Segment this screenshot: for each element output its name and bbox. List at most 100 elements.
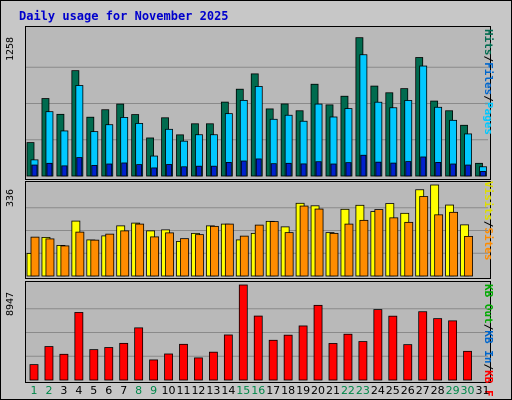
sites-bar [135, 223, 145, 277]
kbf-bar [29, 364, 39, 381]
sites-bar [239, 235, 249, 277]
sites-bar [419, 196, 429, 277]
pages-bar [136, 164, 143, 177]
pages-bar [420, 156, 427, 177]
sites-bar [254, 224, 264, 277]
x-tick-label: 29 [446, 384, 460, 397]
x-tick-label: 25 [386, 384, 400, 397]
kbf-bar [358, 341, 368, 381]
x-tick-label: 26 [401, 384, 415, 397]
pages-bar [46, 162, 53, 177]
kbf-bar [89, 349, 99, 381]
x-tick-label: 11 [177, 384, 191, 397]
x-tick-label: 18 [281, 384, 295, 397]
pages-bar [91, 164, 98, 177]
kbf-bar [388, 315, 398, 381]
kbf-bar [343, 333, 353, 381]
sites-bar [120, 230, 130, 277]
pages-bar [435, 161, 442, 177]
pages-bar [61, 165, 68, 177]
pages-bar [151, 167, 158, 177]
sites-bar [90, 239, 100, 277]
pages-bar [255, 158, 262, 177]
kbf-bar [403, 344, 413, 381]
x-tick-label: 1 [31, 384, 38, 397]
x-tick-label: 30 [461, 384, 475, 397]
pages-bar [106, 163, 113, 177]
pages-bar [360, 154, 367, 177]
kbf-bar [223, 334, 233, 381]
pages-bar [196, 165, 202, 177]
kbf-bar [418, 311, 428, 381]
pages-bar [240, 160, 247, 177]
sites-bar [389, 217, 399, 277]
sites-bar [105, 233, 115, 277]
sites-bar [30, 236, 40, 277]
kbf-bar [194, 357, 203, 381]
sites-bar [374, 209, 384, 277]
pages-bar [31, 164, 38, 177]
x-tick-label: 22 [341, 384, 355, 397]
hits-bar [26, 142, 35, 177]
x-tick-label: 16 [251, 384, 265, 397]
kbf-bar [253, 315, 263, 381]
x-tick-label: 6 [105, 384, 112, 397]
sites-bar [180, 238, 189, 277]
kbf-bar [433, 318, 443, 381]
pages-bar [390, 162, 397, 177]
sites-bar [359, 219, 369, 277]
kbf-bar [74, 312, 84, 381]
sites-bar [299, 205, 309, 277]
x-tick-label: 17 [266, 384, 280, 397]
pages-bar [225, 161, 232, 177]
kbf-bar [283, 334, 293, 381]
sites-bar [60, 245, 70, 277]
kbf-bar [463, 350, 472, 381]
kbf-bar [44, 346, 54, 381]
sites-bar [314, 208, 324, 277]
x-tick-label: 5 [90, 384, 97, 397]
pages-bar [285, 162, 292, 177]
sites-bar [75, 231, 85, 277]
sites-bar [195, 234, 204, 277]
sites-bar [209, 225, 219, 277]
kbf-bar [104, 347, 114, 381]
x-tick-label: 28 [431, 384, 445, 397]
x-tick-label: 15 [236, 384, 250, 397]
sites-bar [284, 232, 294, 277]
x-tick-label: 7 [120, 384, 127, 397]
pages-bar [300, 163, 307, 177]
x-tick-label: 24 [371, 384, 385, 397]
x-tick-label: 10 [162, 384, 176, 397]
chart-title: Daily usage for November 2025 [19, 9, 229, 23]
sites-bar [434, 214, 444, 277]
x-tick-label: 12 [191, 384, 205, 397]
kbf-bar [448, 320, 458, 381]
sites-bar [464, 235, 473, 277]
kbf-bar [134, 327, 144, 381]
kbf-bar [298, 325, 308, 381]
x-tick-label: 4 [75, 384, 82, 397]
kbf-bar [328, 343, 338, 381]
kbf-bar [179, 343, 188, 381]
kbf-bar [119, 342, 129, 381]
sites-bar [404, 221, 414, 277]
sites-bar [45, 238, 55, 277]
sites-bar [269, 221, 279, 277]
sites-bar [449, 211, 459, 277]
kbf-bar [268, 339, 278, 381]
x-tick-label: 20 [311, 384, 325, 397]
kbf-bar [164, 353, 173, 381]
x-tick-label: 23 [356, 384, 370, 397]
sites-bar [150, 236, 160, 277]
pages-bar [181, 166, 187, 177]
x-tick-label: 13 [206, 384, 220, 397]
kbf-bar [373, 309, 383, 381]
kbf-bar [59, 353, 69, 381]
x-tick-label: 14 [221, 384, 235, 397]
x-tick-label: 3 [60, 384, 67, 397]
pages-bar [270, 163, 277, 177]
x-tick-label: 31 [476, 384, 490, 397]
